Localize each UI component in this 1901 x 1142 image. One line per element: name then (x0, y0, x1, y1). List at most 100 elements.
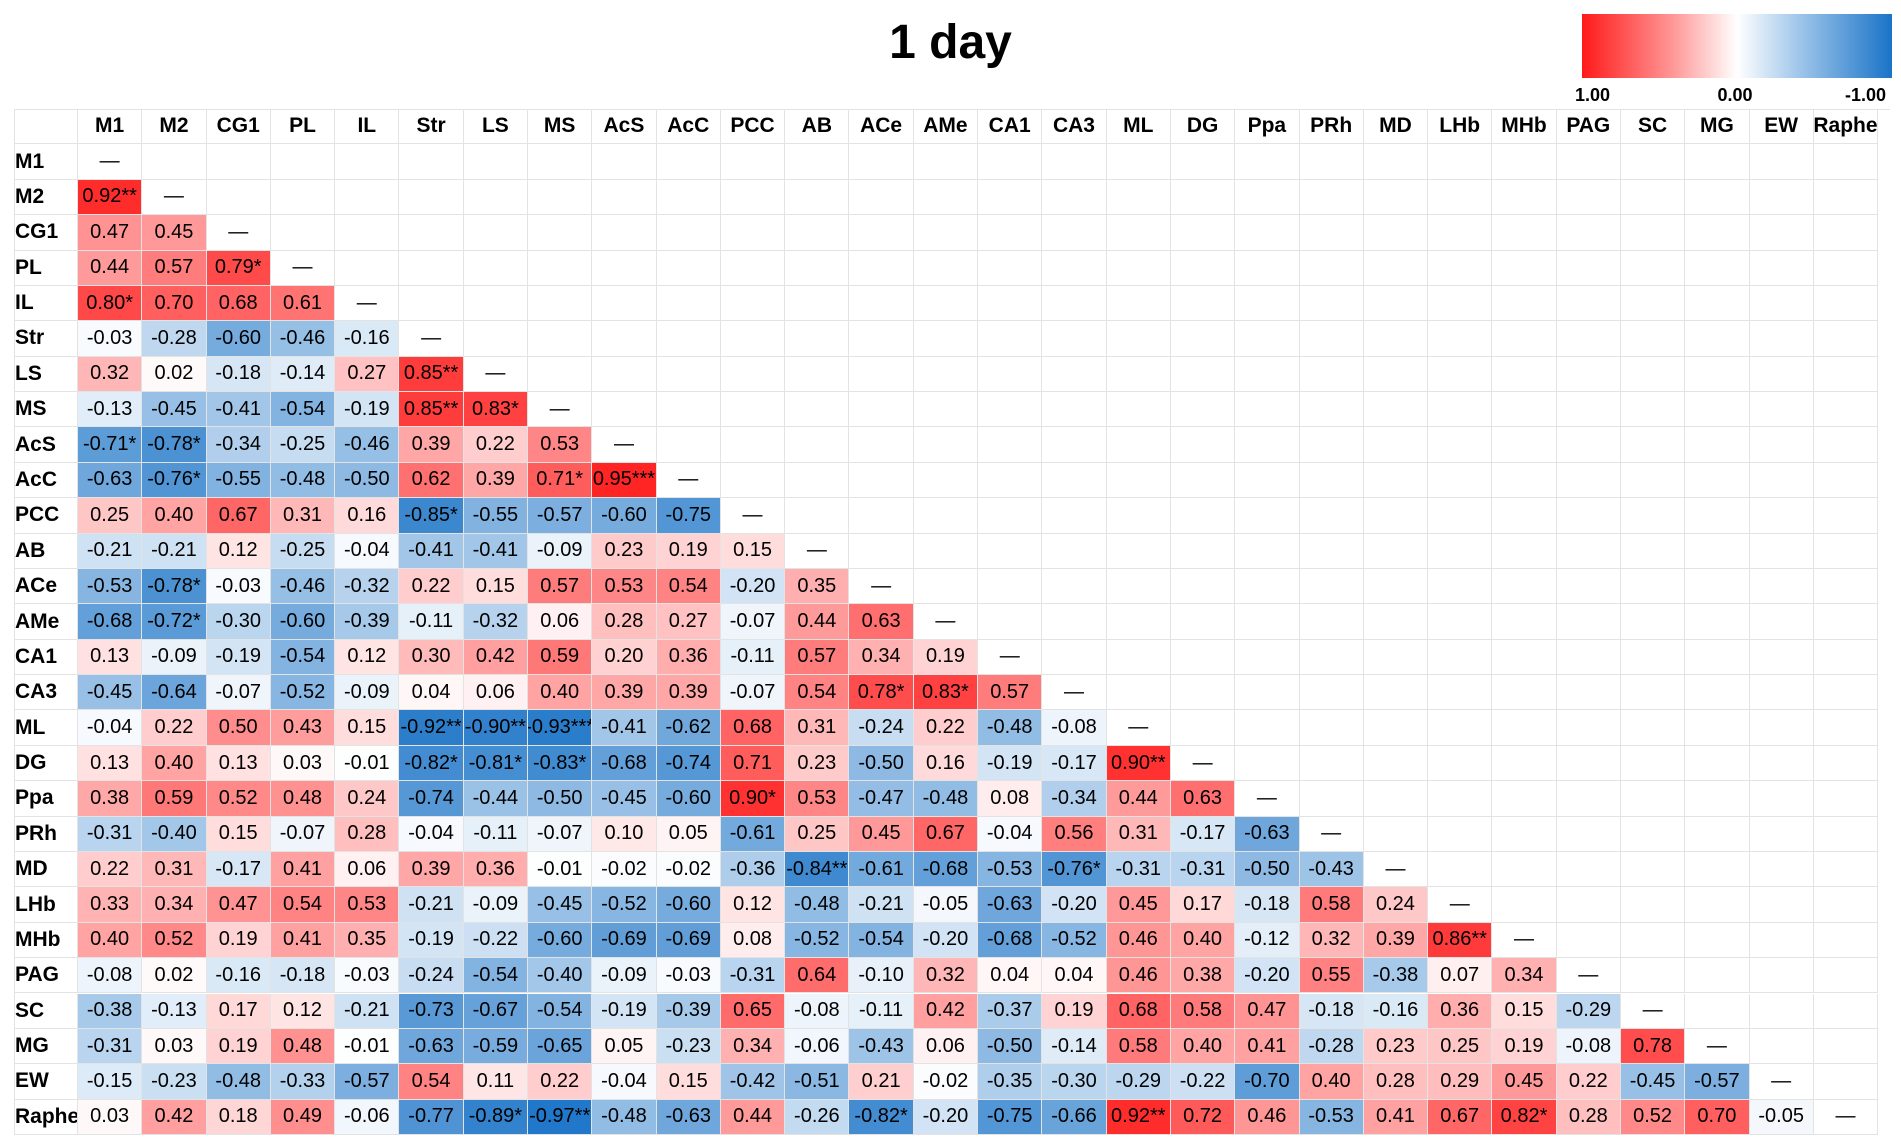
empty-cell (1556, 392, 1621, 428)
heatmap-cell: 0.68 (720, 710, 786, 746)
heatmap-cell: -0.34 (206, 427, 271, 463)
heatmap-cell: -0.21 (399, 887, 464, 923)
empty-cell (1813, 533, 1879, 569)
empty-cell (1620, 392, 1686, 428)
diagonal-cell: — (592, 427, 657, 463)
empty-cell (1749, 745, 1814, 782)
empty-cell (785, 179, 850, 216)
diagonal-cell: — (399, 321, 464, 357)
heatmap-cell: 0.63 (1170, 781, 1236, 817)
empty-cell (1428, 675, 1493, 711)
heatmap-cell: 0.22 (528, 1064, 593, 1100)
row-header: IL (14, 285, 78, 322)
heatmap-cell: -0.63 (78, 462, 143, 499)
empty-cell (1235, 285, 1300, 322)
empty-cell (1299, 533, 1364, 569)
empty-cell (1813, 675, 1879, 711)
diagonal-cell: — (142, 179, 207, 216)
heatmap-cell: -0.09 (528, 533, 593, 569)
heatmap-cell: 0.72 (1170, 1099, 1236, 1135)
heatmap-cell: -0.69 (592, 922, 657, 959)
chart-title: 1 day (889, 16, 1012, 69)
heatmap-cell: -0.97** (528, 1099, 593, 1135)
heatmap-cell: 0.32 (1299, 922, 1364, 959)
empty-cell (1106, 285, 1171, 322)
empty-cell (592, 250, 657, 286)
empty-cell (785, 144, 850, 180)
heatmap-cell: 0.08 (720, 922, 786, 959)
empty-cell (1042, 215, 1107, 251)
heatmap-cell: -0.92** (399, 710, 464, 746)
heatmap-cell: -0.20 (913, 922, 979, 959)
empty-cell (1813, 851, 1879, 888)
row-header: CA1 (14, 639, 78, 676)
heatmap-cell: 0.28 (1363, 1064, 1429, 1100)
heatmap-cell: -0.35 (978, 1064, 1043, 1100)
empty-cell (1042, 604, 1107, 640)
heatmap-cell: -0.46 (335, 427, 400, 463)
column-header: MG (1685, 109, 1750, 145)
heatmap-cell: -0.39 (335, 604, 400, 640)
empty-cell (1170, 533, 1236, 569)
heatmap-cell: -0.63 (1235, 816, 1300, 852)
empty-cell (785, 250, 850, 286)
empty-cell (1749, 533, 1814, 569)
heatmap-cell: -0.30 (1042, 1064, 1107, 1100)
column-header: ML (1106, 109, 1171, 145)
empty-cell (1813, 321, 1879, 357)
empty-cell (1042, 356, 1107, 393)
empty-cell (1749, 993, 1814, 1029)
heatmap-cell: 0.34 (1492, 958, 1557, 994)
empty-cell (1620, 215, 1686, 251)
heatmap-cell: -0.50 (528, 781, 593, 817)
heatmap-cell: 0.19 (1492, 1028, 1557, 1065)
column-header: AB (785, 109, 850, 145)
heatmap-cell: 0.07 (1428, 958, 1493, 994)
empty-cell (1170, 215, 1236, 251)
empty-cell (1813, 568, 1879, 605)
row-header: PL (14, 250, 78, 286)
heatmap-cell: -0.23 (142, 1064, 207, 1100)
empty-cell (1620, 922, 1686, 959)
heatmap-cell: 0.24 (1363, 887, 1429, 923)
empty-cell (978, 250, 1043, 286)
empty-cell (1299, 250, 1364, 286)
heatmap-cell: -0.51 (785, 1064, 850, 1100)
heatmap-cell: -0.55 (463, 498, 529, 534)
empty-cell (1363, 710, 1429, 746)
heatmap-cell: -0.17 (1042, 745, 1107, 782)
heatmap-cell: 0.36 (463, 851, 529, 888)
heatmap-cell: 0.55 (1299, 958, 1364, 994)
heatmap-cell: 0.52 (1620, 1099, 1686, 1135)
empty-cell (592, 285, 657, 322)
heatmap-cell: 0.24 (335, 781, 400, 817)
empty-cell (978, 533, 1043, 569)
empty-cell (1492, 215, 1557, 251)
empty-cell (1749, 851, 1814, 888)
empty-cell (656, 321, 721, 357)
empty-cell (1042, 533, 1107, 569)
diagonal-cell: — (1170, 745, 1236, 782)
empty-cell (1492, 427, 1557, 463)
heatmap-cell: -0.84** (785, 851, 850, 888)
empty-cell (1813, 745, 1879, 782)
empty-cell (1685, 958, 1750, 994)
heatmap-cell: 0.47 (78, 215, 143, 251)
empty-cell (1428, 462, 1493, 499)
heatmap-cell: 0.22 (142, 710, 207, 746)
heatmap-cell: -0.05 (1749, 1099, 1814, 1135)
empty-cell (1299, 710, 1364, 746)
empty-cell (1749, 179, 1814, 216)
empty-cell (1363, 144, 1429, 180)
empty-cell (913, 568, 979, 605)
heatmap-cell: -0.46 (270, 321, 336, 357)
heatmap-cell: 0.36 (1428, 993, 1493, 1029)
empty-cell (1620, 144, 1686, 180)
heatmap-cell: -0.30 (206, 604, 271, 640)
empty-cell (785, 392, 850, 428)
heatmap-cell: -0.08 (1556, 1028, 1621, 1065)
heatmap-cell: 0.13 (206, 745, 271, 782)
column-header: MHb (1492, 109, 1557, 145)
heatmap-cell: -0.06 (785, 1028, 850, 1065)
heatmap-cell: 0.48 (270, 781, 336, 817)
